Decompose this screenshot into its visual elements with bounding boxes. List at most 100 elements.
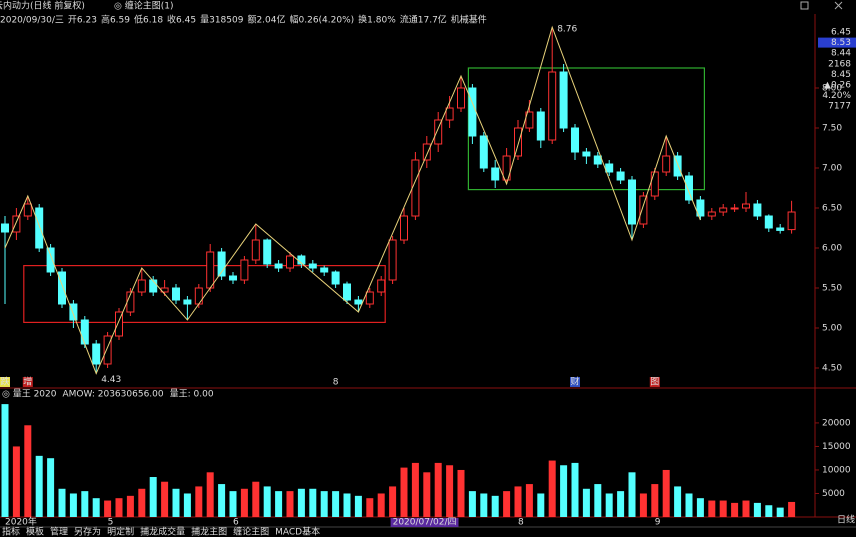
candle-body xyxy=(58,271,66,305)
candle-body xyxy=(286,255,294,269)
candle-body xyxy=(229,275,237,281)
volume-bar xyxy=(35,455,43,517)
volume-bar xyxy=(628,472,636,517)
indicator-name[interactable]: ◎ 缠论主图(1) xyxy=(114,0,173,12)
x-label: 8 xyxy=(518,518,524,528)
event-marker: 跌 xyxy=(0,377,9,388)
y-tick-label: 20000 xyxy=(822,418,851,428)
candle-body xyxy=(525,111,534,129)
panel-value: 8.53 xyxy=(831,38,851,48)
volume-bar xyxy=(765,505,773,517)
volume-bar xyxy=(81,491,89,517)
panel-value: 2168 xyxy=(828,59,851,69)
volume-header: ◎ 量王 2020 xyxy=(2,389,57,400)
toolbar-button[interactable]: 模板 xyxy=(26,526,44,537)
candle-body xyxy=(172,287,180,301)
candle-body xyxy=(388,239,397,281)
volume-bar xyxy=(411,462,419,517)
window-buttons[interactable] xyxy=(800,1,843,10)
candle-body xyxy=(365,291,374,305)
volume-bar xyxy=(503,491,511,517)
volume-bar xyxy=(286,491,294,517)
candle-body xyxy=(331,271,340,285)
volume-bar xyxy=(434,462,442,517)
restore-button[interactable] xyxy=(800,1,809,10)
volume-bar xyxy=(115,498,123,517)
candle-body xyxy=(787,211,796,231)
toolbar-button[interactable]: MACD基本 xyxy=(275,526,320,537)
y-tick-label: 7.00 xyxy=(822,164,842,174)
toolbar-button[interactable]: 另存为 xyxy=(74,526,101,537)
volume-bar xyxy=(537,493,545,517)
candle-body xyxy=(639,195,648,225)
price-annotation: 4.43 xyxy=(101,375,121,385)
candle-body xyxy=(764,215,773,229)
close-button[interactable] xyxy=(834,1,843,10)
period-label[interactable]: 日线 xyxy=(837,514,855,526)
candle-body xyxy=(183,299,192,305)
stock-title: 云内动力(日线 前复权) xyxy=(0,0,85,12)
volume-bar xyxy=(639,493,647,517)
candle-body xyxy=(274,263,283,269)
candle-body xyxy=(149,279,158,293)
volume-bar xyxy=(332,491,340,517)
volume-bar xyxy=(309,488,317,517)
volume-bar xyxy=(183,493,191,517)
zigzag-line xyxy=(4,25,701,375)
y-tick-label: 6.00 xyxy=(822,244,842,254)
volume-bar xyxy=(605,493,613,517)
volume-header: 量王: 0.00 xyxy=(170,389,214,400)
volume-bar xyxy=(354,495,362,517)
event-marker-bg xyxy=(22,377,33,387)
volume-bar xyxy=(297,488,305,517)
volume-bar xyxy=(617,491,625,517)
candle-body xyxy=(685,175,693,201)
x-label: 6 xyxy=(233,518,239,528)
candle-body xyxy=(308,263,317,269)
toolbar-button[interactable]: 捕龙主图 xyxy=(191,526,227,537)
y-tick-label: 15000 xyxy=(822,442,851,452)
info-item: 流通17.7亿 xyxy=(400,14,447,26)
event-marker-bg xyxy=(570,377,580,387)
toolbar-button[interactable]: 缠论主图 xyxy=(233,526,269,537)
candle-body xyxy=(650,171,659,197)
volume-bar xyxy=(1,404,9,517)
candle-body xyxy=(343,283,351,301)
toolbar-button[interactable]: 明定制 xyxy=(107,526,134,537)
volume-bar xyxy=(149,477,157,517)
volume-bar xyxy=(366,498,374,517)
volume-bar xyxy=(776,507,784,517)
candle-body xyxy=(707,211,716,217)
volume-bar xyxy=(172,488,180,517)
candle-body xyxy=(263,239,272,265)
candle-body xyxy=(23,203,32,217)
candle-body xyxy=(1,223,9,233)
candle-body xyxy=(103,335,112,365)
volume-bar xyxy=(446,465,454,517)
volume-bar xyxy=(320,491,328,517)
volume-bar xyxy=(206,472,214,517)
candle-body xyxy=(240,259,249,281)
volume-bar xyxy=(548,460,556,517)
candle-body xyxy=(696,199,705,217)
toolbar-button[interactable]: 管理 xyxy=(50,526,68,537)
candle-body xyxy=(35,207,44,249)
toolbar-button[interactable]: 捕龙成交量 xyxy=(140,526,185,537)
candle-body xyxy=(217,251,226,277)
candle-body xyxy=(411,159,420,217)
volume-bar xyxy=(104,500,112,517)
volume-bar xyxy=(651,484,659,517)
price-highlight xyxy=(818,37,856,48)
toolbar-button[interactable]: 指标 xyxy=(2,526,20,537)
volume-bar xyxy=(662,469,670,517)
volume-bar xyxy=(708,500,716,517)
volume-bar xyxy=(423,472,431,517)
panel-value: 8.44 xyxy=(831,49,851,59)
candle-body xyxy=(571,127,579,153)
volume-bar xyxy=(457,469,465,517)
candle-body xyxy=(194,287,203,305)
volume-bar xyxy=(731,502,739,517)
y-tick-label: 6.50 xyxy=(822,204,842,214)
